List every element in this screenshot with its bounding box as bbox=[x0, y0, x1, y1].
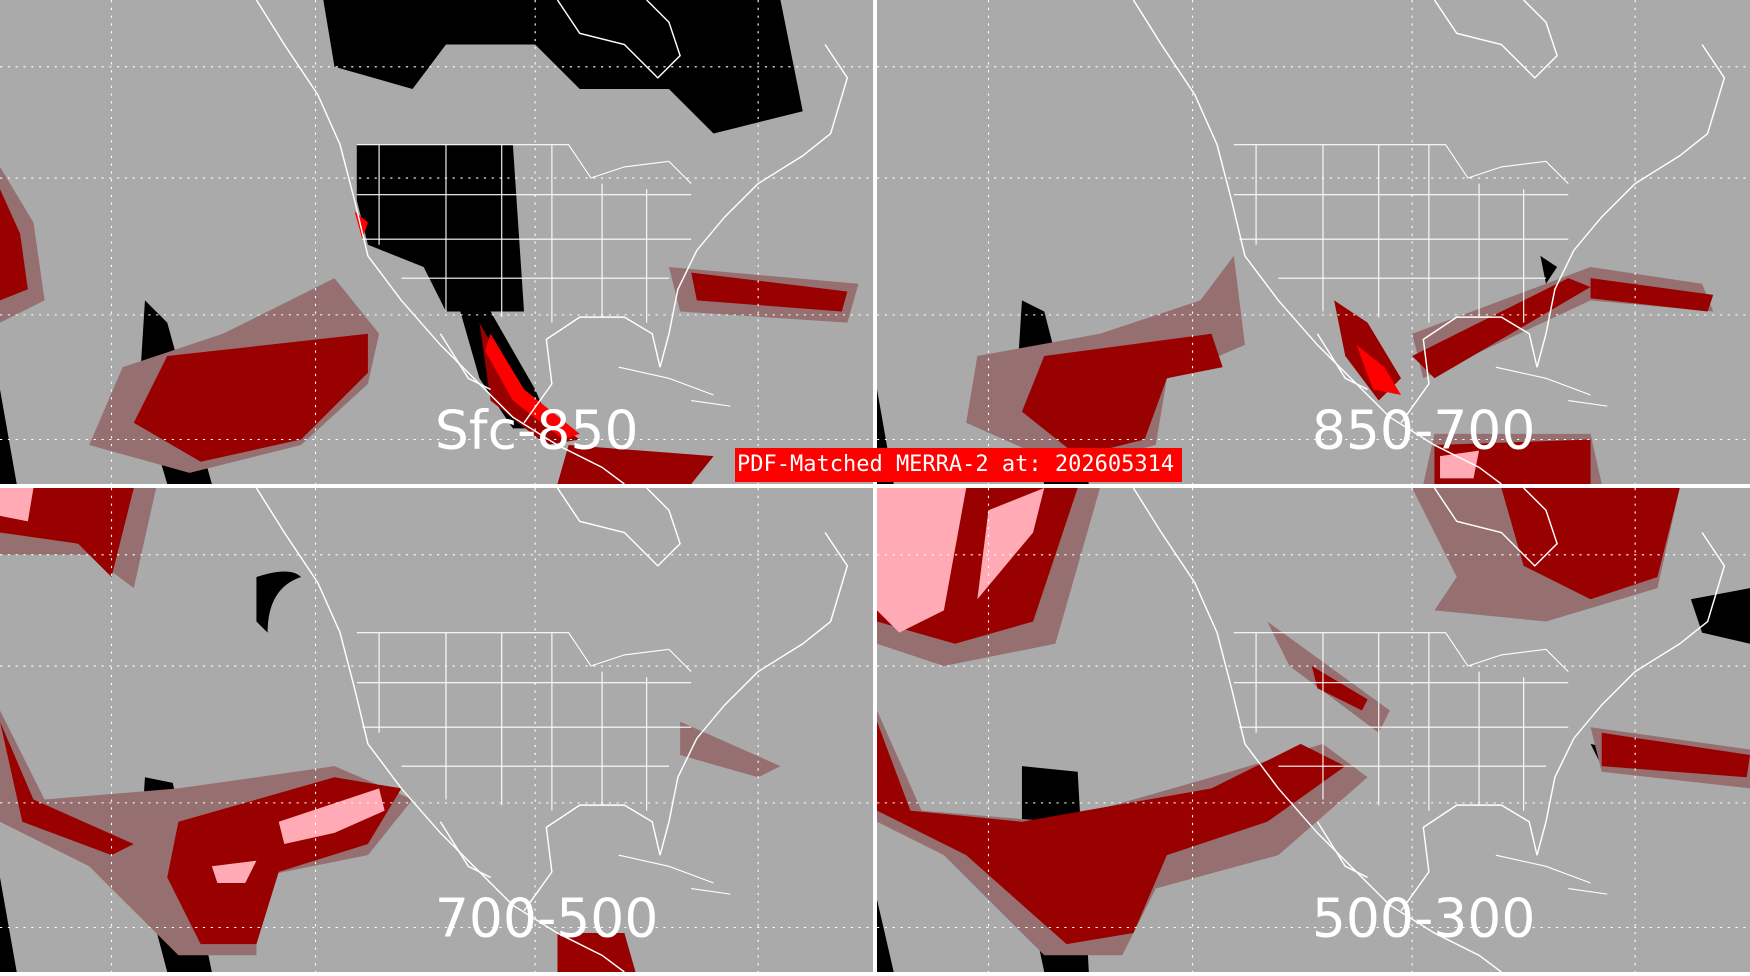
mid-region bbox=[0, 189, 848, 484]
low-region bbox=[0, 488, 781, 956]
mid-region bbox=[1021, 278, 1714, 484]
mid-region bbox=[877, 488, 1750, 945]
panel-sfc-850: Sfc-850 bbox=[0, 0, 873, 484]
mid-region bbox=[0, 488, 636, 972]
panel-label: 700-500 bbox=[435, 886, 659, 949]
panel-label: 850-700 bbox=[1312, 398, 1536, 461]
panel-label: 500-300 bbox=[1312, 886, 1536, 949]
bright-region bbox=[354, 211, 580, 440]
panel-850-700: 850-700 bbox=[877, 0, 1750, 484]
figure-title: PDF-Matched MERRA-2 at: 202605314 bbox=[735, 448, 1183, 482]
panel-700-500: 700-500 bbox=[0, 488, 873, 972]
panel-500-300: 500-300 bbox=[877, 488, 1750, 972]
high-region bbox=[877, 488, 1045, 633]
panel-label: Sfc-850 bbox=[435, 398, 639, 461]
missing-region bbox=[877, 588, 1750, 972]
high-region bbox=[1440, 450, 1480, 479]
bright-region bbox=[1356, 344, 1402, 395]
missing-region bbox=[0, 0, 803, 484]
